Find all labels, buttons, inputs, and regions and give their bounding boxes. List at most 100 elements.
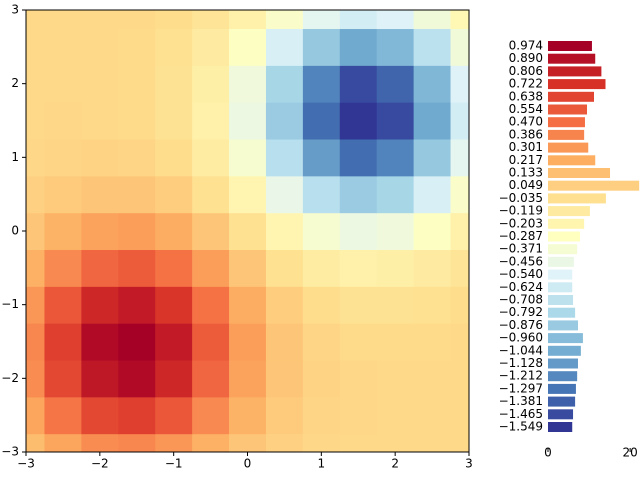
- contour-cell: [118, 359, 156, 398]
- contour-cell: [155, 396, 193, 435]
- contour-cell: [155, 102, 193, 140]
- contour-cell: [265, 433, 304, 452]
- y-tick-label: 2: [11, 76, 19, 90]
- bar: [548, 295, 574, 305]
- contour-cell: [450, 323, 469, 361]
- contour-cell: [192, 212, 230, 251]
- contour-cell: [26, 396, 46, 435]
- contour-cell: [192, 10, 230, 30]
- y-tick-label: 0.890: [509, 51, 543, 65]
- contour-cell: [265, 138, 304, 177]
- contour-cell: [192, 175, 230, 214]
- y-tick-label: 0.049: [509, 178, 543, 192]
- contour-cell: [44, 175, 82, 214]
- y-tick-label: −0.708: [499, 293, 543, 307]
- bar: [548, 91, 594, 102]
- x-tick-label: −2: [91, 457, 109, 471]
- contour-cell: [376, 286, 415, 324]
- contour-cell: [81, 175, 119, 214]
- y-tick-label: −1.212: [499, 369, 543, 383]
- y-tick-label: 0.133: [509, 166, 543, 180]
- contour-cell: [413, 102, 452, 140]
- y-tick-label: −1.297: [499, 381, 543, 395]
- y-tick-label: −1: [1, 297, 19, 311]
- contour-cell: [192, 138, 230, 177]
- contour-cell: [118, 65, 156, 103]
- bar: [548, 53, 596, 64]
- contour-cell: [302, 359, 341, 398]
- contour-cell: [229, 65, 267, 103]
- y-tick-label: −0.287: [499, 229, 543, 243]
- contour-cell: [302, 28, 341, 66]
- x-tick-label: −1: [165, 457, 183, 471]
- contour-cell: [81, 10, 119, 30]
- contour-cell: [413, 359, 452, 398]
- contour-cell: [26, 175, 46, 214]
- contour-cell: [339, 396, 378, 435]
- bar: [548, 231, 581, 242]
- contour-cell: [450, 212, 469, 251]
- contour-cell: [265, 102, 304, 140]
- bar: [548, 180, 640, 191]
- bar: [548, 256, 574, 267]
- contour-cell: [44, 65, 82, 103]
- contour-cell: [413, 10, 452, 30]
- contour-cell: [339, 323, 378, 361]
- y-tick-label: −1.465: [499, 407, 543, 421]
- contour-cell: [376, 138, 415, 177]
- contour-cell: [26, 323, 46, 361]
- y-tick-label: 0.806: [509, 64, 543, 78]
- contour-cell: [155, 249, 193, 287]
- contour-cell: [81, 286, 119, 324]
- contour-cell: [26, 433, 46, 452]
- contour-cell: [44, 102, 82, 140]
- contour-cell: [376, 433, 415, 452]
- contour-cell: [118, 28, 156, 66]
- y-tick-label: −0.792: [499, 305, 543, 319]
- y-tick-label: 0: [11, 224, 19, 238]
- contour-cell: [265, 323, 304, 361]
- contour-cell: [265, 396, 304, 435]
- contour-cell: [229, 359, 267, 398]
- contour-cell: [118, 102, 156, 140]
- contour-cell: [26, 212, 46, 251]
- contour-cell: [192, 396, 230, 435]
- y-tick-label: 0.217: [509, 153, 543, 167]
- y-tick-label: −0.119: [499, 204, 543, 218]
- contour-cell: [376, 396, 415, 435]
- contour-cell: [302, 396, 341, 435]
- contour-cell: [376, 359, 415, 398]
- contour-cell: [339, 138, 378, 177]
- contour-cell: [118, 212, 156, 251]
- contour-cell: [192, 359, 230, 398]
- contour-cell: [265, 65, 304, 103]
- contour-cell: [339, 249, 378, 287]
- bar: [548, 371, 578, 382]
- bar: [548, 41, 592, 51]
- bar: [548, 129, 585, 140]
- x-tick-label: −3: [17, 457, 35, 471]
- contour-cell: [44, 323, 82, 361]
- contour-cell: [81, 28, 119, 66]
- contour-cell: [339, 212, 378, 251]
- bar: [548, 320, 578, 331]
- contour-cell: [265, 359, 304, 398]
- x-tick-label: 0: [244, 457, 252, 471]
- contour-cell: [265, 10, 304, 30]
- contour-cell: [265, 28, 304, 66]
- contour-cell: [81, 359, 119, 398]
- contour-cell: [118, 175, 156, 214]
- x-tick-label: 2: [391, 457, 399, 471]
- contour-cell: [44, 28, 82, 66]
- y-tick-label: −1.549: [499, 420, 543, 434]
- bar: [548, 142, 589, 153]
- bar: [548, 79, 606, 90]
- y-tick-label: 0.386: [509, 127, 543, 141]
- y-tick-label: −0.203: [499, 216, 543, 230]
- contour-cell: [265, 175, 304, 214]
- contour-cell: [413, 212, 452, 251]
- bar: [548, 333, 583, 344]
- contour-cell: [192, 249, 230, 287]
- contour-cell: [302, 323, 341, 361]
